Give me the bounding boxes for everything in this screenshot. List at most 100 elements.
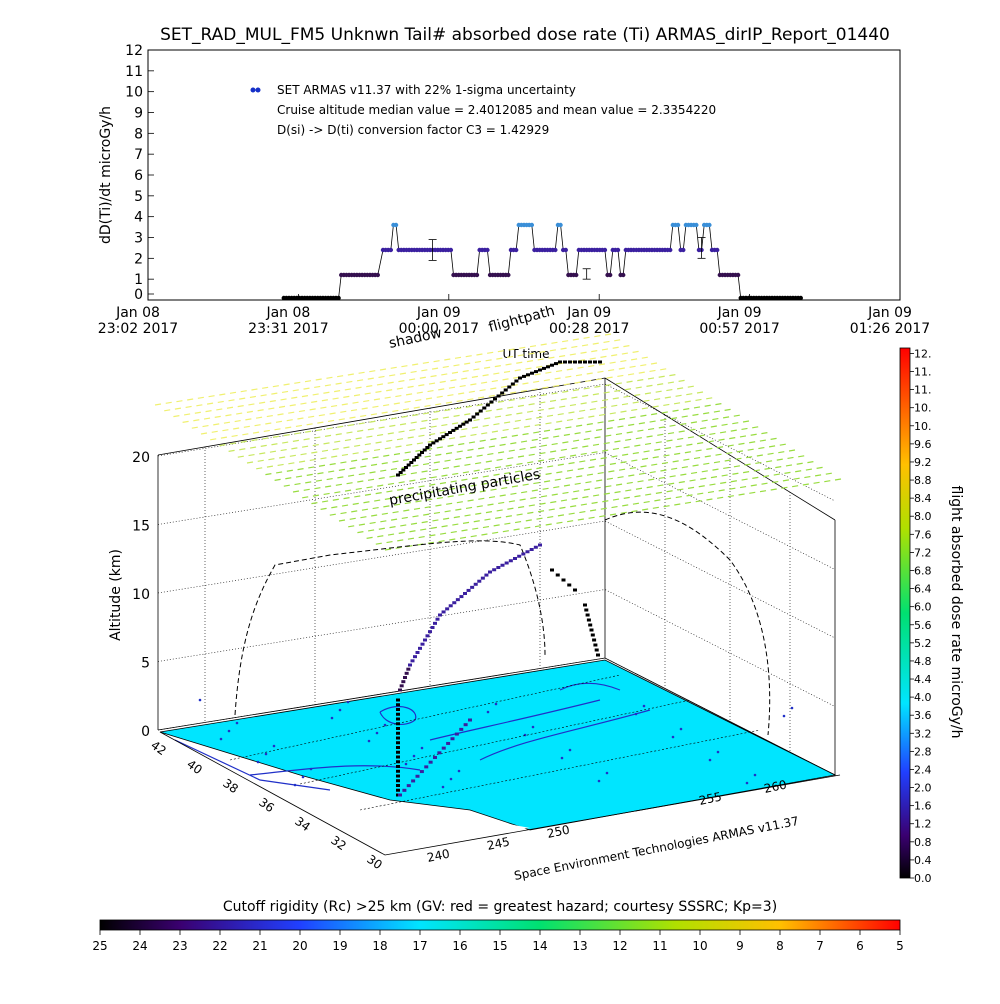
precip-dash (677, 437, 684, 441)
precip-dash (465, 506, 473, 510)
precip-dash (643, 500, 650, 504)
precip-dash (203, 417, 211, 420)
precip-dash (630, 358, 638, 361)
precip-dash (710, 476, 718, 479)
precip-dash (507, 457, 514, 460)
colorbar-bottom-label: Cutoff rigidity (Rc) >25 km (GV: red = g… (223, 899, 777, 915)
dose-rate-point (506, 272, 511, 278)
precip-dash (473, 368, 480, 371)
precip-dash (618, 418, 626, 421)
precip-dash (386, 389, 393, 392)
precip-dash (432, 468, 439, 471)
precip-dash (543, 379, 550, 382)
precip-dash (430, 526, 437, 529)
precip-dash (621, 403, 629, 406)
path-point-lower (513, 557, 517, 560)
precip-dash (484, 366, 491, 369)
precip-dash (330, 404, 338, 408)
precip-dash (456, 399, 463, 403)
path-point-ground (424, 765, 429, 769)
longitude-tick-label: 240 (426, 846, 451, 864)
colorbar-bottom-ticks: 25 24 23 22 21 20 19 18 17 16 15 14 13 12 11 10 9 8 7 6 5 (92, 930, 904, 953)
precip-dash (222, 429, 229, 432)
path-point-lower (561, 578, 566, 582)
precip-dash (537, 510, 545, 513)
precip-dash (542, 437, 549, 440)
precip-dash (591, 350, 598, 353)
precip-dash (422, 361, 429, 364)
precip-dash (597, 370, 604, 373)
colorbar-bottom-tick-label: 13 (572, 939, 587, 953)
precip-dash (635, 437, 642, 440)
precip-dash (614, 440, 621, 443)
precip-dash (663, 505, 670, 508)
path-point-ascent (396, 712, 400, 716)
precip-dash (206, 402, 214, 405)
precip-dash (487, 452, 494, 456)
precip-dash (485, 511, 493, 514)
precip-dash (608, 419, 615, 422)
precip-dash (534, 423, 541, 427)
precip-dash (488, 496, 496, 499)
precip-dash (658, 375, 665, 378)
precip-dash (602, 500, 609, 503)
precip-dash (517, 404, 524, 407)
precip-dash (407, 487, 414, 490)
precip-dash (615, 432, 623, 436)
colorbar-right-tick-label: 5.6 (914, 619, 932, 632)
precip-dash (295, 475, 303, 478)
precip-dash (354, 495, 361, 498)
precip-dash (802, 483, 809, 486)
path-point-lower (423, 638, 427, 642)
path-point-lower (496, 566, 501, 569)
precip-dash (248, 403, 255, 406)
precip-dash (549, 399, 557, 402)
precip-dash (252, 431, 260, 434)
precip-dash (701, 419, 708, 422)
precip-dash (632, 452, 639, 455)
colorbar-right-tick-label: 9.6 (914, 438, 932, 451)
precip-dash (700, 427, 707, 430)
dose-rate-colorbar: 0.0 0.4 0.8 1.2 1.6 2.0 2.4 2.8 3.2 3.6 4.0 4.4 4.8 5… (899, 347, 964, 885)
precip-dash (796, 462, 803, 465)
path-point-ascent (396, 774, 400, 778)
precip-dash (507, 406, 514, 409)
top-x-tick-time: 00:57 2017 (699, 321, 779, 337)
path-point-upper (542, 366, 546, 370)
colorbar-right-tick-label: 10. (914, 402, 932, 415)
precip-dash (640, 465, 647, 468)
precip-dash (472, 477, 479, 480)
precip-dash (240, 390, 247, 393)
path-point-ground (463, 723, 468, 727)
precip-dash (540, 343, 547, 346)
precip-dash (251, 388, 258, 391)
path-point-ascent (396, 698, 400, 702)
precip-dash (372, 506, 379, 510)
precip-dash (715, 403, 722, 406)
precip-dash (732, 472, 739, 475)
precip-dash (553, 435, 560, 438)
precip-dash (240, 440, 247, 443)
precip-dash (458, 443, 465, 446)
path-point-lower (428, 630, 432, 634)
precip-dash (583, 488, 591, 491)
precip-dash (422, 412, 430, 415)
altitude-tick-label: 0 (141, 724, 150, 740)
precip-dash (603, 442, 610, 445)
precip-dash (510, 492, 517, 495)
precip-dash (712, 468, 719, 471)
precip-dash (446, 502, 453, 505)
precip-dash (554, 377, 561, 380)
precip-dash (352, 502, 359, 505)
precip-dash (473, 520, 480, 523)
precip-dash (591, 400, 598, 403)
precip-dash (782, 479, 790, 482)
precip-dash (441, 373, 448, 376)
precip-dash (583, 387, 590, 390)
precip-dash (516, 462, 523, 466)
precip-dash (497, 451, 505, 454)
precip-dash (508, 500, 516, 503)
precip-dash (358, 472, 365, 476)
precip-dash (453, 414, 460, 417)
